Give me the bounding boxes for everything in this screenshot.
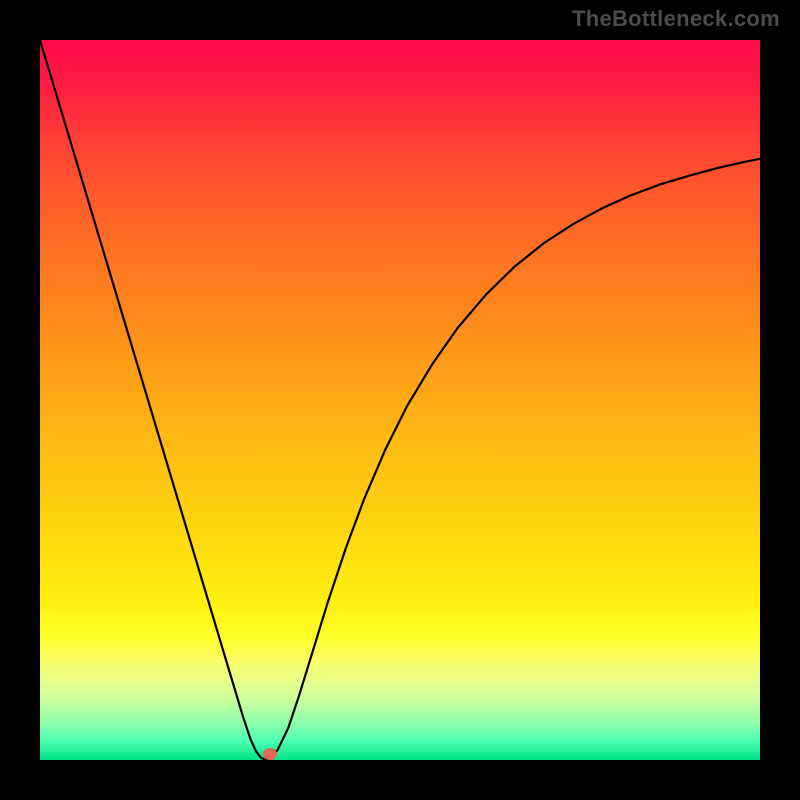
minimum-marker (263, 748, 277, 760)
chart-svg (40, 40, 760, 760)
watermark-text: TheBottleneck.com (572, 6, 780, 32)
curve-left-branch (40, 40, 266, 760)
plot-area (40, 40, 760, 760)
chart-frame: TheBottleneck.com (0, 0, 800, 800)
curve-right-branch (266, 159, 760, 760)
